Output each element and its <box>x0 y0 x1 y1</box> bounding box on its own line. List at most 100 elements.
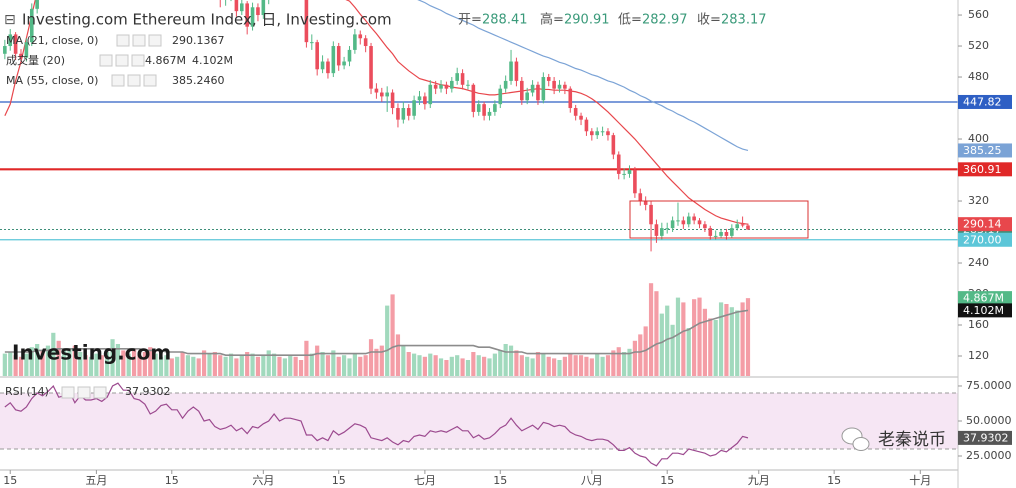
volume-bar <box>713 320 718 376</box>
x-tick-label: 15 <box>332 474 346 487</box>
candle-body <box>13 34 18 54</box>
candle-body <box>390 92 395 109</box>
candle-body <box>444 84 449 89</box>
volume-bar <box>514 350 519 376</box>
candle-body <box>498 88 503 105</box>
volume-bar <box>169 358 174 376</box>
volume-bar <box>374 348 379 376</box>
volume-bar <box>546 356 551 376</box>
candle-body <box>600 131 605 133</box>
volume-bar <box>492 353 497 376</box>
candle-body <box>250 7 255 27</box>
volume-bar <box>740 302 745 376</box>
x-tick-label: 15 <box>165 474 179 487</box>
candle-body <box>471 84 476 112</box>
candle-body <box>541 77 546 101</box>
candle-body <box>708 228 713 236</box>
volume-bar <box>449 356 454 376</box>
candle-body <box>363 38 368 47</box>
volume-bar <box>212 352 217 376</box>
candle-body <box>315 42 319 70</box>
volume-bar <box>88 356 94 376</box>
watermark: Investing.com <box>12 341 171 365</box>
volume-bar <box>584 356 589 376</box>
candle-body <box>320 61 325 70</box>
candle-body <box>406 108 411 116</box>
x-tick-label: 15 <box>660 474 674 487</box>
ohlc-value: 290.91 <box>564 13 610 28</box>
ohlc-label: 开= <box>458 13 482 28</box>
volume-bar <box>352 353 357 376</box>
candle-body <box>676 220 680 222</box>
candle-body <box>379 92 384 97</box>
volume-bar <box>648 283 654 376</box>
volume-bar <box>422 356 427 376</box>
volume-bar <box>498 350 503 376</box>
volume-bar <box>465 360 471 376</box>
candle-body <box>746 225 750 230</box>
rsi-band <box>0 392 958 449</box>
ohlc-value: 288.41 <box>482 13 528 28</box>
candle-body <box>686 216 691 225</box>
volume-bar <box>729 307 734 376</box>
candle-body <box>374 88 379 93</box>
candle-body <box>460 73 465 85</box>
rsi-background <box>0 392 958 450</box>
candle-body <box>584 119 589 132</box>
price-badge-label: 4.867M <box>963 292 1004 305</box>
volume-bar <box>573 355 578 376</box>
volume-bar <box>745 298 751 376</box>
y-tick-label: 120 <box>968 349 989 362</box>
volume-bar <box>137 355 142 376</box>
candle-body <box>24 42 29 58</box>
price-badge-label: 360.91 <box>963 163 1002 176</box>
volume-bar <box>659 313 664 376</box>
x-tick-label: 15 <box>827 474 841 487</box>
collapse-icon[interactable]: ⊟ <box>4 12 16 28</box>
volume-bar <box>29 347 34 376</box>
volume-bar <box>368 339 374 376</box>
volume-bar <box>395 334 401 376</box>
volume-bar <box>444 360 449 376</box>
candle-body <box>525 92 529 101</box>
candle-body <box>730 228 734 236</box>
ma-line <box>4 0 749 225</box>
overlay: 56052048040032024020016012075.000050.000… <box>3 8 1012 487</box>
candle-body <box>487 111 492 116</box>
volume-bar <box>245 352 250 376</box>
volume-bar <box>239 355 244 376</box>
candle-body <box>616 154 621 174</box>
volume-bar <box>616 347 621 376</box>
price-badge <box>958 217 1012 232</box>
candle-body <box>557 84 562 89</box>
candle-body <box>261 0 266 16</box>
volume-bar <box>562 356 567 376</box>
volume-bar <box>541 353 546 376</box>
candle-body <box>611 135 616 155</box>
candle-body <box>622 173 626 175</box>
volume-bar <box>476 355 481 376</box>
volume-bar <box>298 360 304 376</box>
legend-icons <box>61 34 162 399</box>
chart-title: Investing.com Ethereum Index, 日, Investi… <box>22 11 392 29</box>
ohlc-label: 低= <box>618 13 642 28</box>
volume-bar <box>358 356 363 376</box>
candle-body <box>369 46 373 89</box>
y-tick-label: 520 <box>968 39 989 52</box>
candle-body <box>514 61 519 81</box>
rsi-tick-label: 25.0000 <box>966 449 1012 462</box>
volume-bar <box>293 356 298 376</box>
volume-bar <box>401 345 406 376</box>
y-tick-label: 320 <box>968 194 989 207</box>
x-tick-label: 15 <box>493 474 507 487</box>
candle-body <box>606 131 610 136</box>
volume-bar <box>105 352 110 376</box>
volume-bar <box>8 352 13 376</box>
volume-bar <box>2 353 7 376</box>
candle-body <box>719 232 723 236</box>
candle-body <box>665 228 670 230</box>
price-badge <box>958 232 1012 247</box>
rsi-tick-label: 75.0000 <box>966 379 1012 392</box>
volume-bar <box>110 339 115 376</box>
